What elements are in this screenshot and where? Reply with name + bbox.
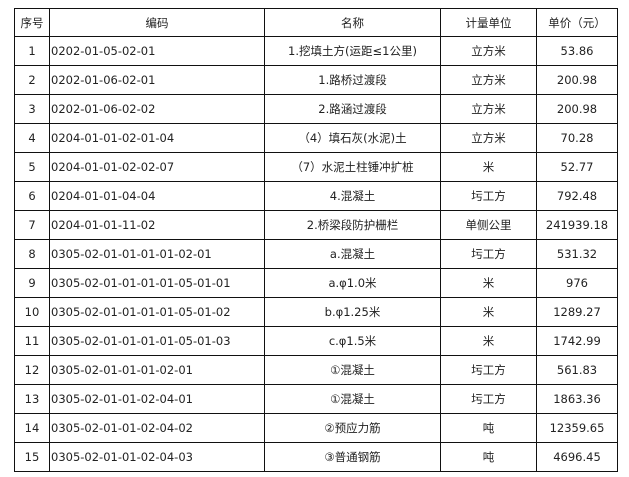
cell-name: ③普通钢筋 [264,442,441,472]
cell-name: 1.路桥过渡段 [264,65,441,95]
cell-name: c.φ1.5米 [264,326,441,356]
cell-name: 2.桥梁段防护栅栏 [264,210,441,240]
table-row: 13 0305-02-01-01-02-04-01 ①混凝土 圬工方 1863.36 [14,384,618,414]
cell-price: 792.48 [536,181,618,211]
table-row: 9 0305-02-01-01-01-01-05-01-01 a.φ1.0米米 976 [14,268,618,298]
cell-index: 1 [14,36,50,66]
cell-index: 13 [14,384,50,414]
cell-price: 531.32 [536,239,618,269]
cell-code: 0305-02-01-01-01-01-02-01 [49,239,265,269]
cell-index: 10 [14,297,50,327]
table-row: 14 0305-02-01-01-02-04-02 ②预应力筋吨 12359.65 [14,413,618,443]
cell-unit: 米 [440,326,537,356]
cell-name: 2.路涵过渡段 [264,94,441,124]
cell-price: 200.98 [536,65,618,95]
cell-index: 4 [14,123,50,153]
cell-unit: 圬工方 [440,239,537,269]
table-row: 4 0204-01-01-02-01-04 （4）填石灰(水泥)土 立方米 70.28 [14,123,618,153]
cell-price: 70.28 [536,123,618,153]
cell-unit: 圬工方 [440,384,537,414]
cell-index: 8 [14,239,50,269]
cell-unit: 米 [440,152,537,182]
table-row: 10 0305-02-01-01-01-01-05-01-02 b.φ1.25米米 1… [14,297,618,327]
cell-index: 9 [14,268,50,298]
header-price: 单价（元） [536,8,618,37]
cell-price: 1742.99 [536,326,618,356]
cell-price: 1289.27 [536,297,618,327]
cell-code: 0305-02-01-01-02-04-02 [49,413,265,443]
table-row: 12 0305-02-01-01-01-02-01 ①混凝土 圬工方 561.83 [14,355,618,385]
header-row: 序号 编码 名称 计量单位 单价（元） [14,8,618,37]
cell-name: b.φ1.25米 [264,297,441,327]
cell-unit: 圬工方 [440,181,537,211]
cell-code: 0202-01-06-02-02 [49,94,265,124]
cell-price: 53.86 [536,36,618,66]
cell-code: 0204-01-01-02-02-07 [49,152,265,182]
table-row: 6 0204-01-01-04-04 4.混凝土 圬工方 792.48 [14,181,618,211]
cell-name: 4.混凝土 [264,181,441,211]
table-row: 8 0305-02-01-01-01-01-02-01 a.混凝土 圬工方 531.32 [14,239,618,269]
cell-unit: 立方米 [440,36,537,66]
cell-code: 0204-01-01-02-01-04 [49,123,265,153]
cell-unit: 吨 [440,413,537,443]
cell-index: 14 [14,413,50,443]
table-row: 15 0305-02-01-01-02-04-03 ③普通钢筋吨 4696.45 [14,442,618,472]
cell-code: 0204-01-01-11-02 [49,210,265,240]
cell-price: 4696.45 [536,442,618,472]
cell-price: 241939.18 [536,210,618,240]
cell-name: （4）填石灰(水泥)土 [264,123,441,153]
header-index: 序号 [14,8,50,37]
cell-code: 0305-02-01-01-01-01-05-01-01 [49,268,265,298]
cell-name: ①混凝土 [264,355,441,385]
cell-price: 976 [536,268,618,298]
cell-price: 12359.65 [536,413,618,443]
cell-unit: 圬工方 [440,355,537,385]
cell-index: 6 [14,181,50,211]
table-row: 3 0202-01-06-02-02 2.路涵过渡段 立方米 200.98 [14,94,618,124]
table-row: 2 0202-01-06-02-01 1.路桥过渡段 立方米 200.98 [14,65,618,95]
cell-code: 0305-02-01-01-01-01-05-01-02 [49,297,265,327]
cell-index: 7 [14,210,50,240]
cell-price: 200.98 [536,94,618,124]
cell-index: 15 [14,442,50,472]
cell-code: 0305-02-01-01-01-01-05-01-03 [49,326,265,356]
cell-index: 5 [14,152,50,182]
cell-index: 12 [14,355,50,385]
header-unit: 计量单位 [440,8,537,37]
cell-code: 0305-02-01-01-02-04-01 [49,384,265,414]
table-row: 1 0202-01-05-02-01 1.挖填土方(运距≤1公里) 立方米 53.86 [14,36,618,66]
cell-unit: 立方米 [440,94,537,124]
cell-name: a.φ1.0米 [264,268,441,298]
header-code: 编码 [49,8,265,37]
cell-unit: 单侧公里 [440,210,537,240]
table-row: 11 0305-02-01-01-01-01-05-01-03 c.φ1.5米米 17… [14,326,618,356]
cell-unit: 立方米 [440,123,537,153]
cell-name: ②预应力筋 [264,413,441,443]
cell-price: 1863.36 [536,384,618,414]
cell-name: （7）水泥土柱锤冲扩桩 [264,152,441,182]
cell-index: 2 [14,65,50,95]
cell-index: 3 [14,94,50,124]
cell-unit: 米 [440,297,537,327]
cell-name: a.混凝土 [264,239,441,269]
cell-index: 11 [14,326,50,356]
unit-price-table: 序号 编码 名称 计量单位 单价（元） 1 0202-01-05-02-01 1.挖… [14,8,618,472]
cell-unit: 吨 [440,442,537,472]
cell-code: 0202-01-06-02-01 [49,65,265,95]
table-row: 5 0204-01-01-02-02-07 （7）水泥土柱锤冲扩桩米 52.77 [14,152,618,182]
cell-price: 52.77 [536,152,618,182]
cell-code: 0305-02-01-01-02-04-03 [49,442,265,472]
cell-code: 0202-01-05-02-01 [49,36,265,66]
cell-unit: 立方米 [440,65,537,95]
cell-code: 0305-02-01-01-01-02-01 [49,355,265,385]
cell-price: 561.83 [536,355,618,385]
cell-code: 0204-01-01-04-04 [49,181,265,211]
cell-unit: 米 [440,268,537,298]
header-name: 名称 [264,8,441,37]
cell-name: ①混凝土 [264,384,441,414]
cell-name: 1.挖填土方(运距≤1公里) [264,36,441,66]
table-row: 7 0204-01-01-11-02 2.桥梁段防护栅栏 单侧公里 241939.18 [14,210,618,240]
